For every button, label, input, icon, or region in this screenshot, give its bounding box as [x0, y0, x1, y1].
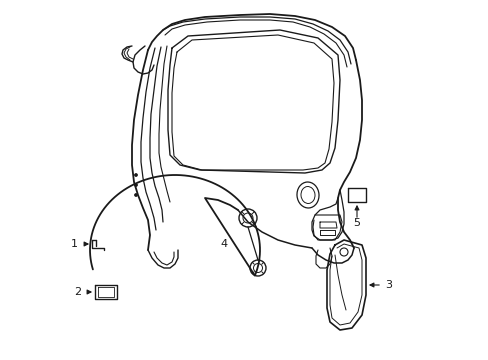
Text: 2: 2 — [74, 287, 81, 297]
Text: 3: 3 — [384, 280, 391, 290]
Circle shape — [134, 184, 137, 186]
Text: 4: 4 — [221, 239, 227, 249]
Text: 1: 1 — [71, 239, 78, 249]
Circle shape — [134, 174, 137, 176]
Text: 5: 5 — [353, 218, 360, 228]
Circle shape — [134, 194, 137, 197]
